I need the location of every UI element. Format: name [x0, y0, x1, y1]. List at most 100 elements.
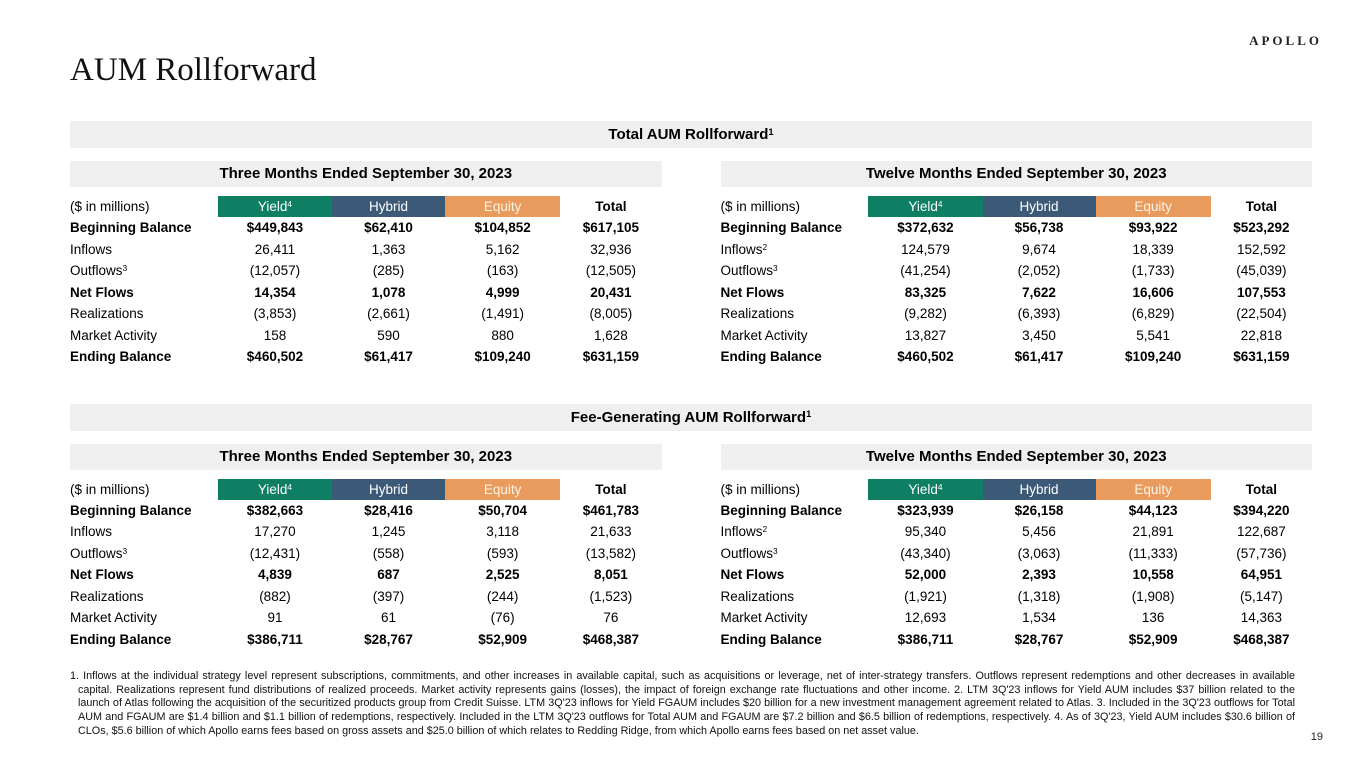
period-title: Three Months Ended September 30, 2023 — [219, 165, 513, 182]
cell-value: 1,628 — [594, 327, 628, 343]
table-row: Market Activity 12,693 1,534 136 14,363 — [721, 607, 1313, 629]
cell-value: (1,523) — [589, 588, 633, 604]
cell-value: $386,711 — [247, 631, 303, 647]
row-label: Outflows3 — [720, 545, 778, 561]
cell-value: 687 — [377, 567, 400, 582]
cell-value: 12,693 — [904, 610, 947, 625]
row-label: Inflows2 — [720, 524, 768, 539]
section-tables: Three Months Ended September 30, 2023 ($… — [70, 161, 1312, 368]
table-row: Realizations (882) (397) (244) (1,523) — [70, 586, 662, 608]
row-label: Outflows3 — [70, 545, 128, 561]
cell-value: $617,105 — [582, 220, 640, 235]
row-label: Market Activity — [70, 327, 158, 343]
row-label: Inflows — [70, 241, 113, 257]
table-header-row: ($ in millions) Yield4 Hybrid Equity Total — [721, 196, 1313, 217]
cell-value: $93,922 — [1128, 220, 1178, 235]
cell-value: 14,363 — [1240, 610, 1283, 625]
cell-value: 52,000 — [904, 567, 947, 582]
cell-value: (22,504) — [1236, 306, 1287, 321]
cell-value: 4,839 — [258, 567, 292, 582]
table-row: Realizations (3,853) (2,661) (1,491) (8,005) — [70, 303, 662, 325]
period-title: Three Months Ended September 30, 2023 — [219, 447, 513, 465]
section-title-bar: Total AUM Rollforward1 — [70, 121, 1312, 148]
cell-value: (1,318) — [1017, 588, 1061, 604]
cell-value: 2,393 — [1022, 567, 1056, 582]
cell-value: (1,491) — [481, 306, 525, 321]
table-row: Beginning Balance $382,663 $28,416 $50,704 $… — [70, 500, 662, 522]
table-row: Inflows 26,411 1,363 5,162 32,936 — [70, 239, 662, 261]
table-row: Market Activity 13,827 3,450 5,541 22,818 — [721, 325, 1313, 347]
cell-value: $382,663 — [246, 502, 304, 518]
cell-value: $28,416 — [364, 502, 413, 518]
cell-value: (558) — [372, 545, 405, 561]
aum-section: Total AUM Rollforward1 Three Months Ende… — [70, 121, 1312, 368]
cell-value: 16,606 — [1132, 284, 1174, 300]
row-label: Realizations — [720, 306, 795, 321]
cell-value: 9,674 — [1022, 241, 1056, 257]
table-row: Inflows 17,270 1,245 3,118 21,633 — [70, 521, 662, 543]
cell-value: 136 — [1141, 610, 1165, 625]
table-header-row: ($ in millions) Yield4 Hybrid Equity Total — [70, 478, 662, 500]
cell-value: (41,254) — [900, 263, 951, 278]
apollo-logo: APOLLO — [1249, 33, 1322, 48]
table-row: Realizations (9,282) (6,393) (6,829) (22,504… — [721, 303, 1313, 325]
cell-value: $631,159 — [1233, 349, 1290, 364]
column-header-yield: Yield4 — [217, 196, 333, 217]
sections-container: Total AUM Rollforward1 Three Months Ende… — [70, 121, 1312, 650]
column-header-total: Total — [595, 199, 627, 214]
row-label: Beginning Balance — [70, 502, 192, 518]
cell-value: (1,921) — [904, 588, 947, 604]
cell-value: (43,340) — [900, 545, 951, 561]
column-header-total: Total — [595, 481, 627, 497]
row-label: Inflows — [70, 524, 113, 539]
cell-value: (8,005) — [589, 306, 633, 321]
table-row: Market Activity 91 61 (76) 76 — [70, 607, 662, 629]
period-title: Twelve Months Ended September 30, 2023 — [865, 165, 1167, 182]
cell-value: 10,558 — [1132, 567, 1174, 582]
period-title-bar: Twelve Months Ended September 30, 2023 — [720, 161, 1312, 187]
period-table: Three Months Ended September 30, 2023 ($… — [70, 443, 662, 651]
cell-value: 152,592 — [1236, 241, 1286, 257]
cell-value: $61,417 — [1014, 349, 1064, 364]
cell-value: 1,534 — [1022, 610, 1056, 625]
cell-value: (163) — [486, 263, 519, 278]
column-header-yield: Yield4 — [217, 478, 333, 500]
table-row: Inflows2 95,340 5,456 21,891 122,687 — [721, 521, 1313, 543]
cell-value: $52,909 — [1128, 631, 1178, 647]
section-title-bar: Fee-Generating AUM Rollforward1 — [70, 403, 1312, 431]
cell-value: $44,123 — [1128, 502, 1178, 518]
table-row: Net Flows 52,000 2,393 10,558 64,951 — [721, 564, 1313, 586]
cell-value: 4,999 — [485, 284, 520, 300]
table-body: Beginning Balance $323,939 $26,158 $44,123 $… — [721, 500, 1313, 651]
cell-value: $323,939 — [897, 502, 954, 518]
cell-value: $28,767 — [364, 631, 413, 647]
unit-label: ($ in millions) — [70, 199, 150, 214]
aum-section: Fee-Generating AUM Rollforward1 Three Mo… — [70, 403, 1313, 651]
cell-value: 590 — [377, 327, 400, 343]
column-header-equity: Equity — [445, 478, 561, 500]
row-label: Inflows2 — [720, 241, 768, 257]
cell-value: 13,827 — [904, 327, 947, 343]
cell-value: 17,270 — [254, 524, 296, 539]
page-title: AUM Rollforward — [70, 52, 317, 88]
column-header-hybrid: Hybrid — [332, 478, 445, 500]
row-label: Beginning Balance — [720, 502, 843, 518]
table-row: Beginning Balance $372,632 $56,738 $93,922 $… — [721, 217, 1313, 239]
cell-value: 91 — [267, 610, 283, 625]
cell-value: (882) — [259, 588, 291, 604]
cell-value: 7,622 — [1022, 284, 1056, 300]
cell-value: $449,843 — [246, 220, 304, 235]
table-row: Outflows3 (41,254) (2,052) (1,733) (45,039) — [721, 260, 1313, 282]
cell-value: 21,633 — [590, 524, 632, 539]
table-row: Net Flows 14,354 1,078 4,999 20,431 — [70, 282, 662, 304]
cell-value: (1,908) — [1131, 588, 1175, 604]
cell-value: (397) — [372, 588, 405, 604]
row-label: Realizations — [70, 306, 144, 321]
cell-value: (3,063) — [1017, 545, 1061, 561]
table-row: Outflows3 (12,057) (285) (163) (12,505) — [70, 260, 662, 282]
table-row: Ending Balance $460,502 $61,417 $109,240 $63… — [721, 346, 1313, 368]
column-header-hybrid: Hybrid — [982, 478, 1096, 500]
row-label: Ending Balance — [720, 349, 822, 364]
cell-value: 1,078 — [371, 284, 406, 300]
cell-value: $61,417 — [364, 349, 413, 364]
